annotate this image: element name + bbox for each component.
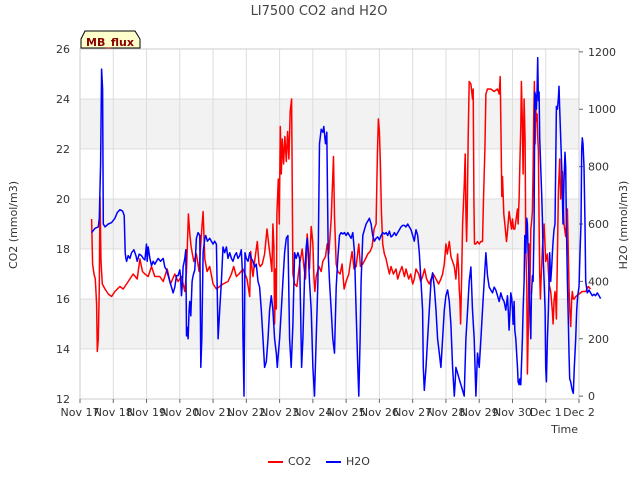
badge-box [80,30,141,49]
y-left-tick-label: 16 [56,293,70,306]
y-right-tick-label: 400 [588,275,609,288]
series-lines [90,56,602,397]
x-tick-label: Nov 27 [393,406,432,419]
x-tick-label: Nov 26 [360,406,399,419]
y-right-tick-label: 1200 [588,46,616,59]
x-tick-label: Dec 1 [530,406,562,419]
x-tick-label: Nov 25 [327,406,366,419]
x-tick-label: Nov 18 [94,406,133,419]
x-tick-label: Nov 23 [260,406,299,419]
y-axis-left-label: CO2 (mmol/m3) [7,181,20,269]
legend: CO2 H2O [268,455,370,468]
x-tick-label: Nov 28 [426,406,465,419]
x-tick-label: Nov 21 [194,406,233,419]
x-tick-label: Nov 24 [293,406,332,419]
badge-label: MB_flux [86,36,134,49]
x-tick-label: Nov 30 [493,406,532,419]
x-tick-label: Nov 29 [460,406,499,419]
grid-band [80,99,579,149]
y-axis-left: 12 14 16 18 20 22 24 26 [56,43,70,406]
legend-h2o-label: H2O [346,455,370,468]
y-left-tick-label: 20 [56,193,70,206]
y-left-tick-label: 24 [56,93,70,106]
y-right-tick-label: 0 [588,390,595,403]
y-left-tick-label: 14 [56,343,70,356]
y-left-tick-label: 18 [56,243,70,256]
y-right-tick-label: 200 [588,333,609,346]
y-right-tick-label: 800 [588,161,609,174]
x-axis-label: Time [550,423,578,436]
y-axis-right-label: H2O (mmol/m3) [617,181,630,270]
mb-flux-badge: MB_flux [80,30,141,49]
series-line-h2o [91,56,602,397]
legend-co2-label: CO2 [288,455,311,468]
x-tick-label: Nov 19 [127,406,166,419]
y-left-tick-label: 12 [56,393,70,406]
y-right-tick-label: 1000 [588,103,616,116]
series-line-co2 [90,75,592,375]
y-left-tick-label: 22 [56,143,70,156]
y-axis-right: 0 200 400 600 800 1000 1200 [579,46,616,403]
x-tick-label: Nov 20 [160,406,199,419]
y-left-tick-label: 26 [56,43,70,56]
x-tick-label: Nov 17 [61,406,100,419]
grid-band [80,299,579,349]
chart-title: LI7500 CO2 and H2O [251,4,388,19]
x-tick-label: Nov 22 [227,406,266,419]
y-right-tick-label: 600 [588,218,609,231]
x-tick-label: Dec 2 [563,406,595,419]
